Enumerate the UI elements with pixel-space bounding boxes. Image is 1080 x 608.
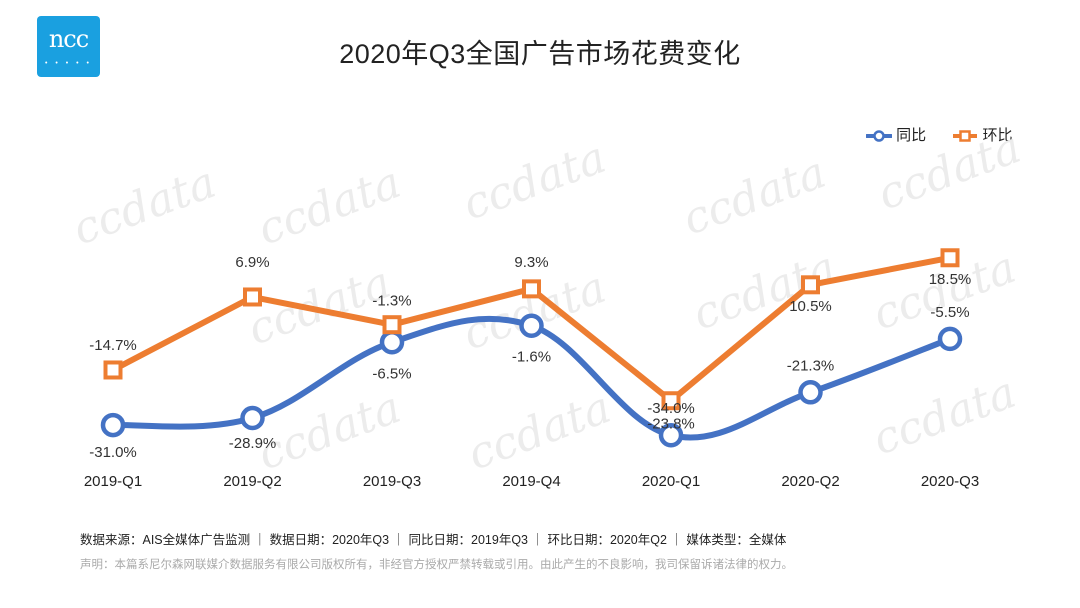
x-tick-label: 2019-Q4 xyxy=(502,473,560,490)
chart-title: 2020年Q3全国广告市场花费变化 xyxy=(339,39,741,69)
data-point-qoq xyxy=(243,287,262,307)
legend-item-qoq: 环比 xyxy=(952,124,1013,145)
watermark-text: ccdata xyxy=(676,147,832,245)
data-point-yoy xyxy=(100,412,126,438)
data-label-yoy: -21.3% xyxy=(787,357,835,374)
data-point-yoy xyxy=(379,330,405,355)
data-label-qoq: -14.7% xyxy=(89,337,137,354)
data-point-qoq xyxy=(661,391,681,411)
x-tick-label: 2019-Q1 xyxy=(84,473,142,490)
data-label-qoq: 10.5% xyxy=(789,298,832,315)
legend-label-qoq: 环比 xyxy=(982,127,1013,144)
watermark-text: ccdata xyxy=(461,382,617,480)
watermark-text: ccdata xyxy=(251,157,407,255)
watermark-text: ccdata xyxy=(456,262,612,360)
legend-label-yoy: 同比 xyxy=(896,127,927,144)
line-chart: ccdata ccdata ccdata ccdata ccdata ccdata ccda… xyxy=(66,122,1027,490)
data-point-qoq xyxy=(382,315,402,335)
x-tick-label: 2020-Q3 xyxy=(921,473,979,490)
watermark-text: ccdata xyxy=(866,367,1022,465)
data-point-yoy xyxy=(798,380,823,405)
data-label-yoy: -5.5% xyxy=(930,304,969,321)
data-point-yoy xyxy=(519,313,544,338)
data-label-qoq: -23.8% xyxy=(647,416,695,433)
data-point-qoq xyxy=(522,279,541,299)
x-tick-label: 2020-Q1 xyxy=(642,473,700,490)
legend-square-marker-icon xyxy=(953,130,978,142)
watermark-text: ccdata xyxy=(871,122,1027,220)
data-label-yoy: -31.0% xyxy=(89,444,137,461)
logo-dots: • • • • • xyxy=(44,60,93,67)
data-label-qoq: 6.9% xyxy=(235,254,269,271)
chart-legend: 同比 环比 xyxy=(865,124,1035,145)
watermark-text: ccdata xyxy=(456,132,612,230)
legend-circle-marker-icon xyxy=(865,130,893,142)
data-source-note: 数据来源：AIS全媒体广告监测 ｜ 数据日期：2020年Q3 ｜ 同比日期：20… xyxy=(80,533,787,547)
data-label-yoy: -6.5% xyxy=(372,365,411,382)
data-label-yoy: -1.6% xyxy=(512,349,551,366)
data-label-qoq: 9.3% xyxy=(514,254,548,271)
data-point-qoq xyxy=(940,248,960,268)
x-tick-label: 2020-Q2 xyxy=(781,473,839,490)
x-tick-label: 2019-Q3 xyxy=(363,473,421,490)
logo-text: ncc xyxy=(48,25,89,53)
data-label-yoy: -28.9% xyxy=(229,435,277,452)
data-label-qoq: -1.3% xyxy=(372,293,411,310)
legend-item-yoy: 同比 xyxy=(865,124,927,145)
data-point-yoy xyxy=(937,326,963,352)
x-tick-label: 2019-Q2 xyxy=(223,473,281,490)
data-point-yoy xyxy=(658,422,684,448)
watermark-text: ccdata xyxy=(251,382,407,480)
data-label-qoq: 18.5% xyxy=(929,271,972,288)
data-point-yoy xyxy=(240,405,265,431)
data-label-yoy: -34.0% xyxy=(647,400,695,417)
watermark-text: ccdata xyxy=(66,157,222,255)
ncc-logo: ncc • • • • • xyxy=(37,16,100,77)
copyright-disclaimer: 声明：本篇系尼尔森网联媒介数据服务有限公司版权所有，非经官方授权严禁转载或引用。… xyxy=(80,559,793,571)
data-point-qoq xyxy=(801,275,820,295)
data-point-qoq xyxy=(103,360,123,380)
